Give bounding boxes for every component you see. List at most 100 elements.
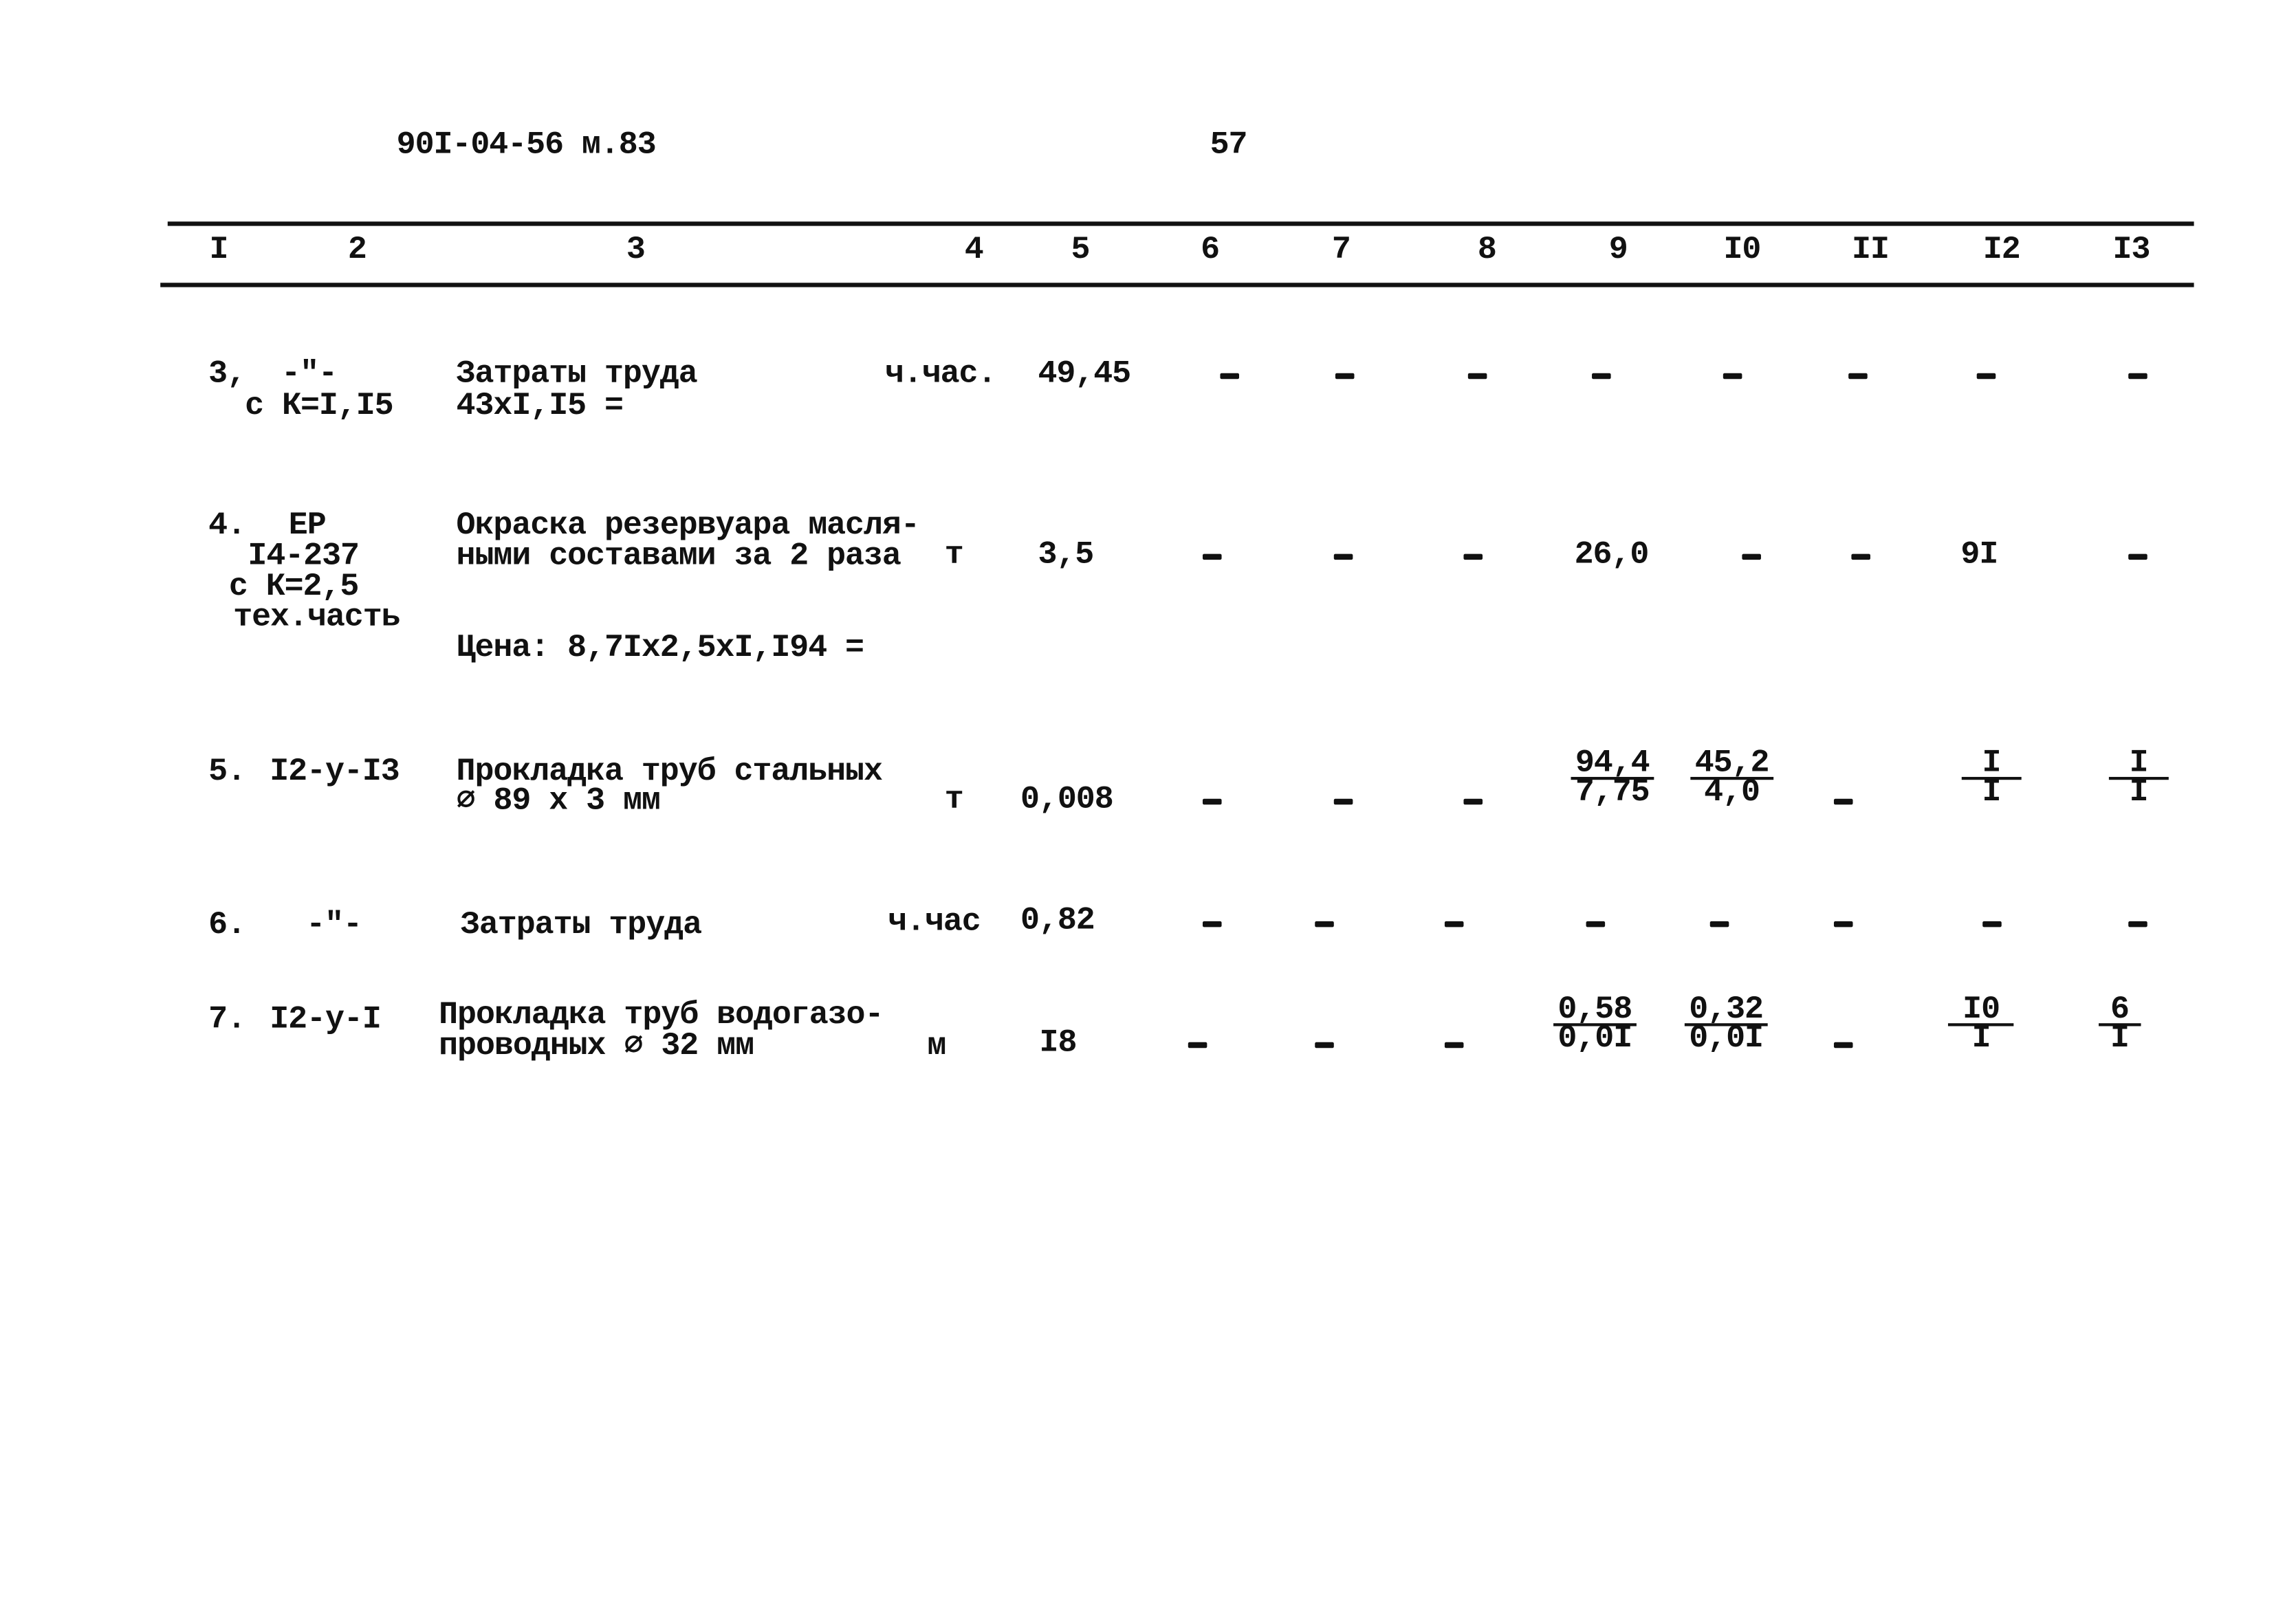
dash: - [1586, 921, 1606, 928]
page-number: 57 [1210, 127, 1248, 164]
row-unit: т [944, 536, 964, 573]
dash: - [1444, 1042, 1464, 1049]
column-header: 6 [1201, 232, 1220, 269]
cell-value: 9I [1960, 536, 1998, 573]
dash: - [2128, 921, 2147, 928]
column-header: 3 [626, 232, 646, 269]
dash: - [1315, 921, 1334, 928]
fraction-denominator: 0,0I [1689, 1020, 1764, 1057]
fraction-denominator: I [2110, 1020, 2130, 1057]
row-description: 43хI,I5 = [456, 387, 624, 424]
fraction-cell: 0,58 0,0I [1553, 994, 1637, 1057]
row-quantity: I8 [1039, 1024, 1078, 1062]
row-code: с К=I,I5 [245, 387, 394, 424]
row-description: Затраты труда [460, 906, 702, 943]
row-number: 4. [208, 507, 246, 544]
dash: - [1202, 921, 1222, 928]
dash: - [1723, 373, 1742, 380]
row-unit: т [944, 781, 964, 818]
fraction-numerator: 45,2 [1690, 747, 1773, 780]
fraction-numerator: I [2108, 747, 2169, 780]
row-description: проводных ⌀ 32 мм [439, 1027, 754, 1064]
fraction-cell: 94,4 7,75 [1571, 747, 1654, 811]
row-description: Окраска резервуара масля- [456, 507, 920, 544]
cell-value: 26,0 [1574, 536, 1650, 573]
fraction-cell: 0,32 0,0I [1684, 994, 1768, 1057]
row-description: ⌀ 89 х 3 мм [456, 782, 661, 820]
fraction-numerator: 6 [2099, 994, 2141, 1027]
dash: - [1833, 921, 1853, 928]
column-header: I0 [1723, 232, 1761, 269]
row-code: I2-у-I3 [270, 754, 400, 791]
row-number: 6. [208, 906, 246, 943]
row-code: I4-237 [248, 538, 360, 575]
dash: - [1202, 798, 1222, 805]
dash: - [1444, 921, 1464, 928]
dash: - [1982, 921, 2002, 928]
column-header: II [1852, 232, 1890, 269]
row-quantity: 0,008 [1020, 781, 1114, 818]
fraction-denominator: I [2129, 773, 2149, 811]
fraction-numerator: 94,4 [1571, 747, 1654, 780]
column-header: 5 [1071, 232, 1090, 269]
fraction-numerator: I [1961, 747, 2022, 780]
row-description: ными составами за 2 раза [456, 538, 901, 575]
fraction-numerator: 0,58 [1553, 994, 1637, 1027]
row-unit: ч.час [888, 903, 981, 941]
row-number: 3, [208, 355, 246, 393]
row-description: Прокладка труб стальных [456, 754, 883, 791]
fraction-denominator: I [1982, 773, 2001, 811]
dash: - [1848, 373, 1868, 380]
dash: - [1709, 921, 1729, 928]
row-code: -"- [306, 906, 362, 943]
row-unit: м [927, 1027, 946, 1064]
fraction-denominator: 0,0I [1557, 1020, 1632, 1057]
row-code: с К=2,5 [228, 568, 360, 605]
column-header: 9 [1608, 232, 1628, 269]
dash: - [2128, 373, 2147, 380]
row-description: Прокладка труб водогазо- [439, 997, 884, 1034]
row-code: тех.часть [233, 599, 400, 636]
dash: - [1851, 553, 1870, 560]
row-quantity: 49,45 [1038, 355, 1131, 393]
dash: - [1333, 553, 1353, 560]
row-code: ЕР [288, 507, 327, 544]
column-header: I2 [1982, 232, 2021, 269]
row-unit: ч.час. [884, 355, 997, 393]
dash: - [1188, 1042, 1207, 1049]
dash: - [1833, 1042, 1853, 1049]
row-number: 7. [208, 1001, 246, 1038]
dash: - [1333, 798, 1353, 805]
fraction-cell: I0 I [1947, 994, 2015, 1057]
column-header: I3 [2112, 232, 2151, 269]
fraction-numerator: 0,32 [1684, 994, 1768, 1027]
dash: - [1335, 373, 1355, 380]
fraction-cell: 45,2 4,0 [1690, 747, 1773, 811]
dash: - [2128, 553, 2147, 560]
row-quantity: 0,82 [1020, 902, 1095, 939]
dash: - [1467, 373, 1487, 380]
fraction-denominator: 4,0 [1704, 773, 1760, 811]
column-header: 4 [964, 232, 984, 269]
dash: - [1315, 1042, 1334, 1049]
dash: - [1833, 798, 1853, 805]
table-header-rule [160, 283, 2194, 287]
dash: - [1202, 553, 1222, 560]
document-code: 90I-04-56 м.83 [396, 127, 657, 164]
dash: - [1463, 798, 1483, 805]
dash: - [1463, 553, 1483, 560]
row-code: I2-у-I [270, 1001, 382, 1038]
dash: - [1220, 373, 1239, 380]
table-top-rule [167, 221, 2194, 226]
row-number: 5. [208, 754, 246, 791]
column-header: 8 [1477, 232, 1497, 269]
column-header: 2 [347, 232, 367, 269]
row-quantity: 3,5 [1038, 536, 1094, 573]
row-description: Затраты труда [456, 355, 698, 393]
fraction-denominator: 7,75 [1575, 773, 1650, 811]
fraction-denominator: I [1971, 1020, 1991, 1057]
